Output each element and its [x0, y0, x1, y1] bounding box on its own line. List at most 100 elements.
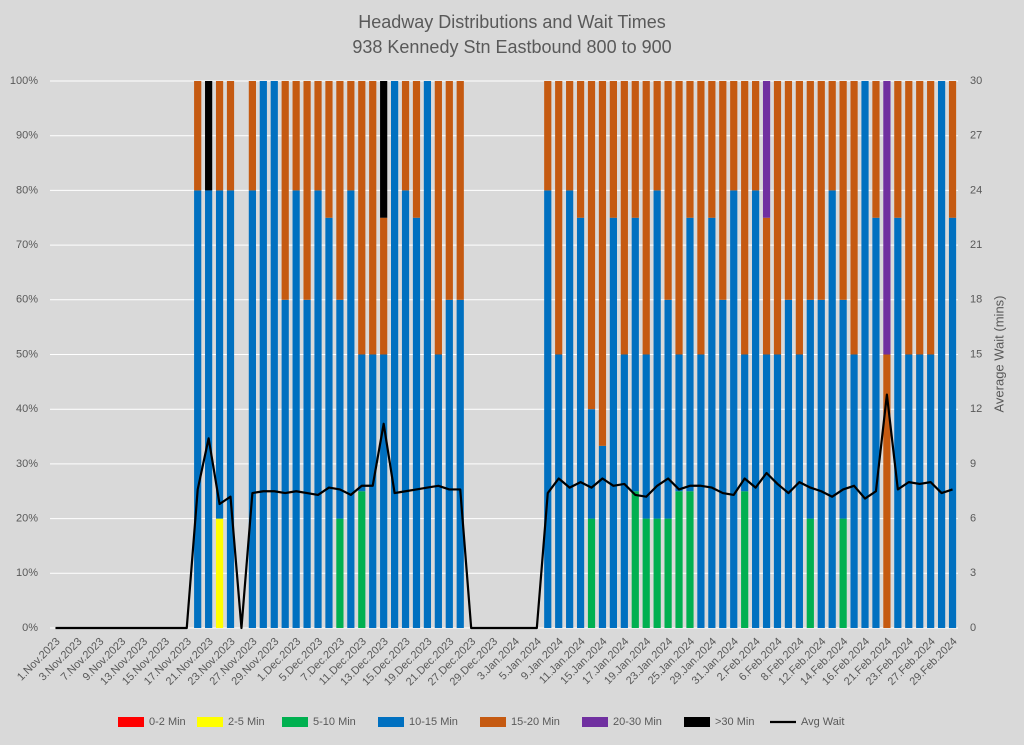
legend-label: 5-10 Min: [313, 716, 356, 728]
bar-segment: [194, 190, 202, 628]
legend-swatch: [197, 717, 223, 727]
bar-segment: [226, 81, 235, 191]
bar-segment: [336, 299, 344, 519]
y-tick-label: 40%: [16, 403, 38, 415]
y-tick-label: 70%: [16, 239, 38, 251]
bar-segment: [839, 518, 847, 628]
bar-segment: [697, 354, 705, 628]
bar-segment: [828, 190, 836, 628]
bar-segment: [773, 81, 782, 355]
bar-segment: [905, 354, 913, 628]
bar-segment: [347, 81, 355, 191]
bar-segment: [839, 299, 847, 519]
bar-segment: [806, 518, 814, 628]
bar-segment: [905, 81, 913, 355]
bar-segment: [773, 354, 782, 628]
y2-tick-label: 0: [970, 622, 976, 634]
bar-segment: [948, 217, 957, 628]
y2-tick-label: 9: [970, 458, 976, 470]
bar-segment: [292, 81, 300, 191]
bar-segment: [861, 81, 869, 628]
bar-segment: [456, 81, 464, 300]
bar-segment: [314, 81, 322, 191]
y2-tick-label: 24: [970, 184, 982, 196]
bar-segment: [784, 81, 793, 300]
y-tick-label: 0%: [22, 622, 38, 634]
legend-swatch: [582, 717, 608, 727]
bar-segment: [631, 491, 639, 628]
bar-segment: [566, 190, 574, 628]
chart-subtitle: 938 Kennedy Stn Eastbound 800 to 900: [352, 37, 671, 57]
y-tick-label: 90%: [16, 130, 38, 142]
bar-segment: [730, 81, 738, 191]
bar-segment: [423, 81, 432, 628]
bar-segment: [686, 81, 694, 218]
bar-segment: [347, 190, 355, 628]
bar-segment: [336, 518, 344, 628]
bar-segment: [434, 81, 442, 355]
bar-segment: [336, 81, 344, 300]
bar-segment: [894, 217, 902, 628]
bar-segment: [762, 354, 771, 628]
legend-swatch: [378, 717, 404, 727]
bar-segment: [675, 81, 683, 355]
y2-tick-label: 18: [970, 294, 982, 306]
bar-segment: [795, 81, 803, 355]
bar-segment: [730, 190, 738, 628]
legend-label: 0-2 Min: [149, 716, 186, 728]
bar-segment: [697, 81, 705, 355]
bar-segment: [358, 354, 366, 492]
bar-segment: [850, 81, 858, 355]
bar-segment: [664, 299, 672, 519]
bar-segment: [456, 299, 464, 628]
bar-segment: [544, 81, 552, 191]
bar-segment: [587, 409, 596, 519]
y2-tick-label: 15: [970, 348, 982, 360]
bar-segment: [325, 81, 333, 218]
bar-segment: [391, 81, 399, 628]
bar-segment: [642, 81, 650, 355]
legend-swatch: [118, 717, 144, 727]
bar-segment: [719, 299, 727, 628]
y-tick-label: 50%: [16, 348, 38, 360]
y-tick-label: 80%: [16, 184, 38, 196]
bar-segment: [675, 354, 683, 492]
legend-swatch: [282, 717, 308, 727]
bar-segment: [937, 81, 946, 628]
y2-tick-label: 21: [970, 239, 982, 251]
bar-segment: [631, 81, 639, 218]
bar-segment: [555, 81, 563, 355]
bar-segment: [226, 190, 235, 628]
bar-segment: [609, 81, 617, 218]
bar-segment: [358, 491, 366, 628]
bar-segment: [872, 81, 880, 218]
bar-segment: [653, 190, 661, 519]
bar-segment: [806, 81, 814, 300]
bar-segment: [248, 81, 256, 191]
bar-segment: [927, 354, 935, 628]
bar-segment: [401, 81, 410, 191]
y-tick-label: 60%: [16, 294, 38, 306]
bar-segment: [719, 81, 727, 300]
bar-segment: [839, 81, 847, 300]
bar-segment: [609, 217, 617, 628]
bar-segment: [883, 354, 891, 628]
bar-segment: [401, 190, 410, 628]
y2-tick-label: 30: [970, 75, 982, 87]
y2-tick-label: 6: [970, 513, 976, 525]
legend-label: 2-5 Min: [228, 716, 265, 728]
bar-segment: [194, 81, 202, 191]
bar-segment: [741, 81, 749, 355]
bar-segment: [708, 217, 716, 628]
bar-segment: [270, 81, 278, 628]
bar-segment: [708, 81, 716, 218]
legend-label: Avg Wait: [801, 716, 844, 728]
bar-segment: [784, 299, 793, 628]
legend-label: 20-30 Min: [613, 716, 662, 728]
bar-segment: [369, 81, 377, 355]
avg-wait-line: [55, 393, 953, 630]
bar-segment: [215, 518, 224, 628]
bar-segment: [850, 354, 858, 628]
